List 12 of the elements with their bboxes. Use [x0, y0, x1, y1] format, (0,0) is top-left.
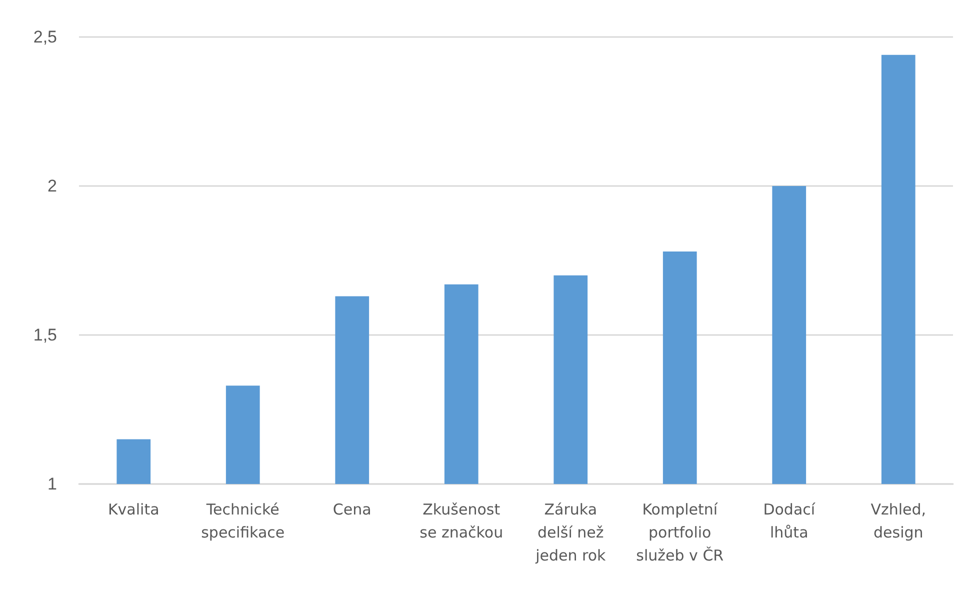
y-tick-label: 2,5	[33, 28, 57, 46]
x-tick-label: Zkušenost se značkou	[420, 500, 504, 542]
x-tick-label: Záruka delší než jeden rok	[534, 500, 606, 564]
x-tick-label: Dodací lhůta	[763, 500, 816, 542]
x-tick-label: Vzhled, design	[870, 500, 926, 542]
x-tick-label: Kompletní portfolio služeb v ČR	[636, 500, 724, 564]
y-tick-label: 1,5	[33, 326, 57, 344]
y-tick-label: 2	[48, 176, 57, 196]
x-tick-label: Kvalita	[108, 500, 160, 518]
y-tick-label: 1	[48, 474, 57, 494]
x-tick-label: Technické specifikace	[201, 500, 285, 542]
x-tick-label: Cena	[332, 500, 372, 518]
